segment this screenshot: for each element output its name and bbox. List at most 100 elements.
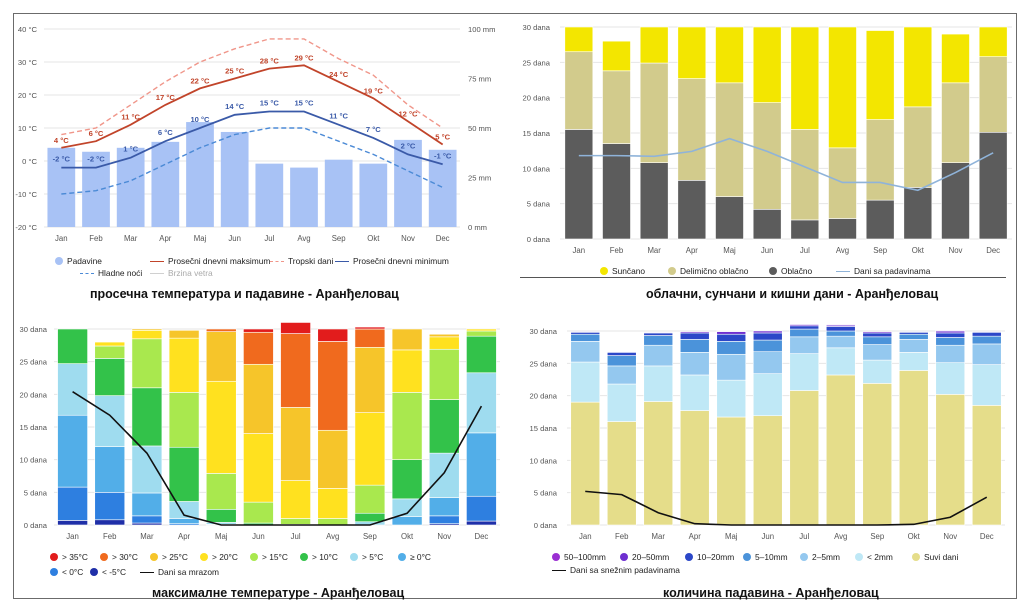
prec-bar-segment <box>643 344 674 367</box>
temp-data-label: 6 °C <box>89 129 104 138</box>
prec-x-tick-label: Jan <box>579 532 592 541</box>
maxt-legend-item: > 35°C <box>50 552 88 562</box>
sun-legend-item: Dani sa padavinama <box>836 266 930 276</box>
temp-data-label: -2 °C <box>87 155 105 164</box>
prec-bar-segment <box>898 331 929 333</box>
maxt-bar-segment <box>94 358 126 396</box>
temp-x-tick-label: Apr <box>159 234 172 243</box>
legend-label: < -5°C <box>102 567 127 577</box>
prec-y-tick-label: 20 dana <box>530 392 558 401</box>
maxt-legend-item: > 25°C <box>150 552 188 562</box>
maxt-y-tick-label: 20 dana <box>20 390 48 399</box>
legend-label: Brzina vetra <box>168 268 213 278</box>
maxt-x-tick-label: Jun <box>252 532 265 541</box>
temp-x-tick-label: Nov <box>401 234 415 243</box>
maxt-legend-item: Dani sa mrazom <box>140 567 219 577</box>
temp-legend-item: Brzina vetra <box>150 268 213 278</box>
sun-x-tick-label: Jun <box>761 246 774 255</box>
sun-bar-segment <box>865 30 895 120</box>
max-temperature-title: максималне температуре - Аранђеловац <box>152 586 405 600</box>
legend-dot <box>620 553 628 561</box>
maxt-y-tick-label: 0 dana <box>24 521 48 530</box>
prec-x-tick-label: Apr <box>689 532 702 541</box>
temp-precip-bar <box>359 163 388 227</box>
legend-dot <box>398 553 406 561</box>
maxt-bar-segment <box>317 341 349 431</box>
prec-legend-item: < 2mm <box>855 552 893 562</box>
temp-legend-item: Padavine <box>55 256 102 266</box>
prec-x-tick-label: Nov <box>943 532 957 541</box>
sun-legend-item: Sunčano <box>600 266 645 276</box>
temp-y2-tick-label: 50 mm <box>468 124 491 133</box>
maxt-bar-segment <box>94 446 126 493</box>
temp-y-tick-label: -10 °C <box>15 190 37 199</box>
sun-x-tick-label: Jan <box>573 246 586 255</box>
prec-bar-segment <box>825 324 856 326</box>
sun-bar-segment <box>602 70 631 144</box>
prec-bar-segment <box>716 341 747 355</box>
legend-dot <box>90 568 98 576</box>
prec-y-tick-label: 15 dana <box>530 424 558 433</box>
maxt-legend-item: > 15°C <box>250 552 288 562</box>
legend-dot <box>743 553 751 561</box>
sun-bar-segment <box>903 187 933 240</box>
temp-data-label: 15 °C <box>294 99 314 108</box>
legend-label: 2–5mm <box>812 552 840 562</box>
temp-data-label: 29 °C <box>294 53 314 62</box>
temp-legend-item: Hladne noći <box>80 268 142 278</box>
legend-label: 5–10mm <box>755 552 788 562</box>
maxt-bar-segment <box>354 326 386 330</box>
sun-y-tick-label: 15 dana <box>523 129 551 138</box>
temp-precip-bar <box>255 163 284 227</box>
legend-label: 10–20mm <box>697 552 735 562</box>
sun-bar-segment <box>715 82 744 197</box>
maxt-bar-segment <box>168 337 200 393</box>
sun-bar-segment <box>564 129 594 240</box>
maxt-bar-segment <box>280 407 311 481</box>
maxt-legend-item: > 10°C <box>300 552 338 562</box>
sun-bar-segment <box>564 51 594 130</box>
temp-legend-item: Tropski dani <box>270 256 333 266</box>
prec-x-tick-label: Feb <box>615 532 629 541</box>
prec-legend-item: 20–50mm <box>620 552 669 562</box>
prec-y-tick-label: 10 dana <box>530 456 558 465</box>
temp-y-tick-label: 30 °C <box>18 58 38 67</box>
prec-bar-segment <box>716 379 747 418</box>
maxt-bar-segment <box>57 363 88 416</box>
maxt-bar-segment <box>131 387 163 447</box>
legend-dot <box>685 553 693 561</box>
sun-x-tick-label: Avg <box>836 246 849 255</box>
prec-bar-segment <box>679 331 710 334</box>
legend-line <box>150 272 164 274</box>
temp-data-label: 5 °C <box>435 133 450 142</box>
legend-label: > 15°C <box>262 552 288 562</box>
prec-bar-segment <box>971 331 1002 333</box>
legend-line <box>150 260 164 262</box>
maxt-bar-segment <box>168 446 200 502</box>
temp-x-tick-label: Jan <box>55 234 68 243</box>
maxt-legend-item: < -5°C <box>90 567 126 577</box>
prec-bar-segment <box>935 337 966 346</box>
prec-bar-segment <box>643 331 674 334</box>
maxt-legend-item: < 0°C <box>50 567 83 577</box>
prec-legend-item: Dani sa snežnim padavinama <box>552 565 680 575</box>
legend-dot <box>50 553 58 561</box>
prec-bar-segment <box>898 333 929 340</box>
temp-x-tick-label: Avg <box>297 234 310 243</box>
prec-bar-segment <box>752 373 783 417</box>
prec-bar-segment <box>679 332 710 340</box>
figure-frame <box>13 13 1017 599</box>
legend-label: > 10°C <box>312 552 338 562</box>
sun-y-tick-label: 25 dana <box>523 58 551 67</box>
temp-data-label: -2 °C <box>53 155 71 164</box>
prec-bar-segment <box>716 353 747 381</box>
prec-bar-segment <box>971 335 1002 345</box>
sun-bar-segment <box>941 33 970 84</box>
temp-x-tick-label: Dec <box>436 234 450 243</box>
prec-bar-segment <box>789 324 820 327</box>
maxt-x-tick-label: Sep <box>363 532 378 541</box>
legend-label: Prosečni dnevni minimum <box>353 256 449 266</box>
temp-y2-tick-label: 0 mm <box>468 223 487 232</box>
